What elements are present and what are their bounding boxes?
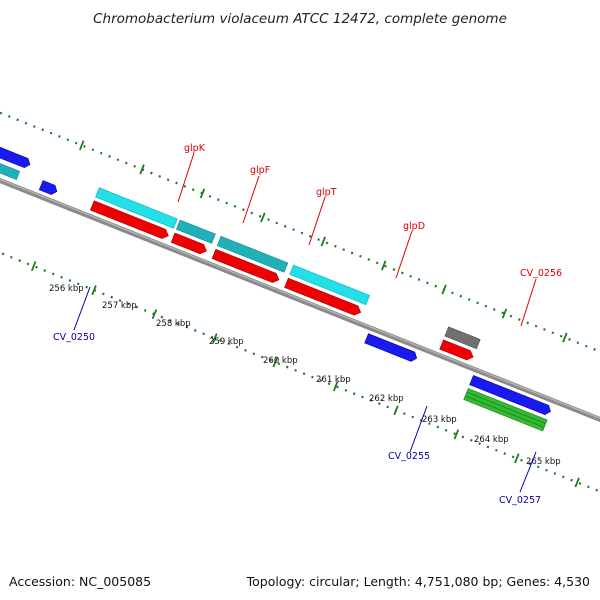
gene-label-CV_0250[interactable]: CV_0250 <box>53 332 95 343</box>
feature-glpK-gene[interactable] <box>95 187 178 229</box>
gene-label-CV_0255[interactable]: CV_0255 <box>388 451 430 462</box>
feature-CV_0249-cds[interactable] <box>0 137 32 169</box>
outer-ticks <box>79 140 568 343</box>
genome-summary-text: Topology: circular; Length: 4,751,080 bp… <box>246 574 590 589</box>
inner-dotted-track <box>0 205 600 534</box>
inner-ticks <box>30 261 580 488</box>
feature-CV_0256-cds[interactable] <box>439 339 475 362</box>
tick-label: 256 kbp <box>49 284 84 294</box>
accession-text: Accession: NC_005085 <box>9 574 151 589</box>
genome-backbone <box>0 142 600 473</box>
feature-CV_0257-cds[interactable] <box>469 375 553 416</box>
feature-glpK-cds[interactable] <box>89 200 170 241</box>
tick-label: 259 kbp <box>209 337 244 347</box>
gene-labels: glpK glpF glpT glpD CV_0256 CV_0250 CV_0… <box>53 143 562 506</box>
tick-label: 265 kbp <box>526 457 561 467</box>
feature-glpF-cds[interactable] <box>170 232 208 256</box>
tick-labels: 256 kbp 257 kbp 258 kbp 259 kbp 260 kbp … <box>49 284 561 467</box>
feature-glpT-cds[interactable] <box>211 248 281 284</box>
tick-label: 260 kbp <box>263 356 298 366</box>
feature-CV_0250-cds[interactable] <box>38 180 58 196</box>
gene-label-glpT[interactable]: glpT <box>316 187 337 198</box>
feature-CV_0255-cds[interactable] <box>364 333 419 363</box>
feature-glpD-gene[interactable] <box>289 264 371 306</box>
tick-label: 257 kbp <box>102 301 137 311</box>
feature-CV_0249-gene[interactable] <box>0 151 21 181</box>
outer-dotted-track <box>0 85 600 413</box>
leader-lines <box>73 152 537 493</box>
feature-glpF-gene[interactable] <box>175 219 216 244</box>
map-title: Chromobacterium violaceum ATCC 12472, co… <box>93 11 507 27</box>
gene-label-glpD[interactable]: glpD <box>403 221 425 232</box>
tick-label: 262 kbp <box>369 394 404 404</box>
feature-glpT-gene[interactable] <box>216 235 289 273</box>
tick-label: 264 kbp <box>474 435 509 445</box>
gene-label-glpF[interactable]: glpF <box>250 165 270 176</box>
gene-label-CV_0257[interactable]: CV_0257 <box>499 495 541 506</box>
tick-label: 261 kbp <box>316 375 351 385</box>
genome-track <box>0 85 600 534</box>
gene-label-CV_0256[interactable]: CV_0256 <box>520 268 562 279</box>
feature-CV_0256-gene[interactable] <box>444 326 481 350</box>
gene-label-glpK[interactable]: glpK <box>184 143 206 154</box>
tick-label: 258 kbp <box>156 319 191 329</box>
tick-label: 263 kbp <box>422 415 457 425</box>
feature-glpD-cds[interactable] <box>284 277 363 317</box>
